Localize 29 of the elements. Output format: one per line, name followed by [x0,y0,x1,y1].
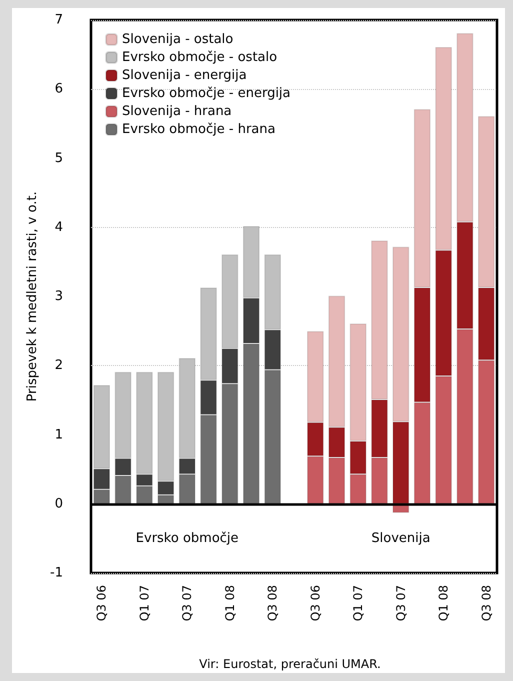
y-tick-label: 4 [54,220,63,235]
x-tick-label: Q1 08 [222,585,237,622]
y-tick-label: -1 [50,566,63,580]
legend-label: Evrsko območje - energija [122,86,291,101]
x-tick-label: Q3 07 [394,585,408,622]
y-tick-label: 3 [54,289,63,304]
x-tick-label: Q3 08 [479,585,494,622]
x-tick-label: Q1 07 [351,585,366,622]
y-tick-label: 6 [54,82,63,97]
y-tick-label: 1 [54,427,63,442]
y-tick-label: 2 [54,358,63,374]
legend-label: Evrsko območje - hrana [122,122,276,137]
x-tick-label: Q3 07 [180,585,194,622]
text: Vir: Eurostat, preračuni UMAR. [199,657,381,671]
legend-label: Evrsko območje - ostalo [122,50,278,65]
legend-label: Slovenija - energija [122,68,247,83]
x-tick-label: Q3 06 [94,585,109,622]
y-tick-label: 0 [54,496,63,512]
x-tick-label: Q1 07 [137,585,152,622]
y-tick-label: 7 [54,12,63,28]
y-tick-label: 5 [54,150,63,166]
y-axis-title: Prispevek k medletni rasti, v o.t. [25,191,40,402]
x-tick-label: Q3 08 [266,585,280,622]
annotation: Slovenija [371,530,430,546]
legend-label: Slovenija - ostalo [122,32,234,47]
x-tick-label: Q3 06 [308,585,322,622]
legend-label: Slovenija - hrana [122,104,232,119]
x-tick-label: Q1 08 [436,585,451,622]
annotation: Evrsko območje [136,530,239,546]
